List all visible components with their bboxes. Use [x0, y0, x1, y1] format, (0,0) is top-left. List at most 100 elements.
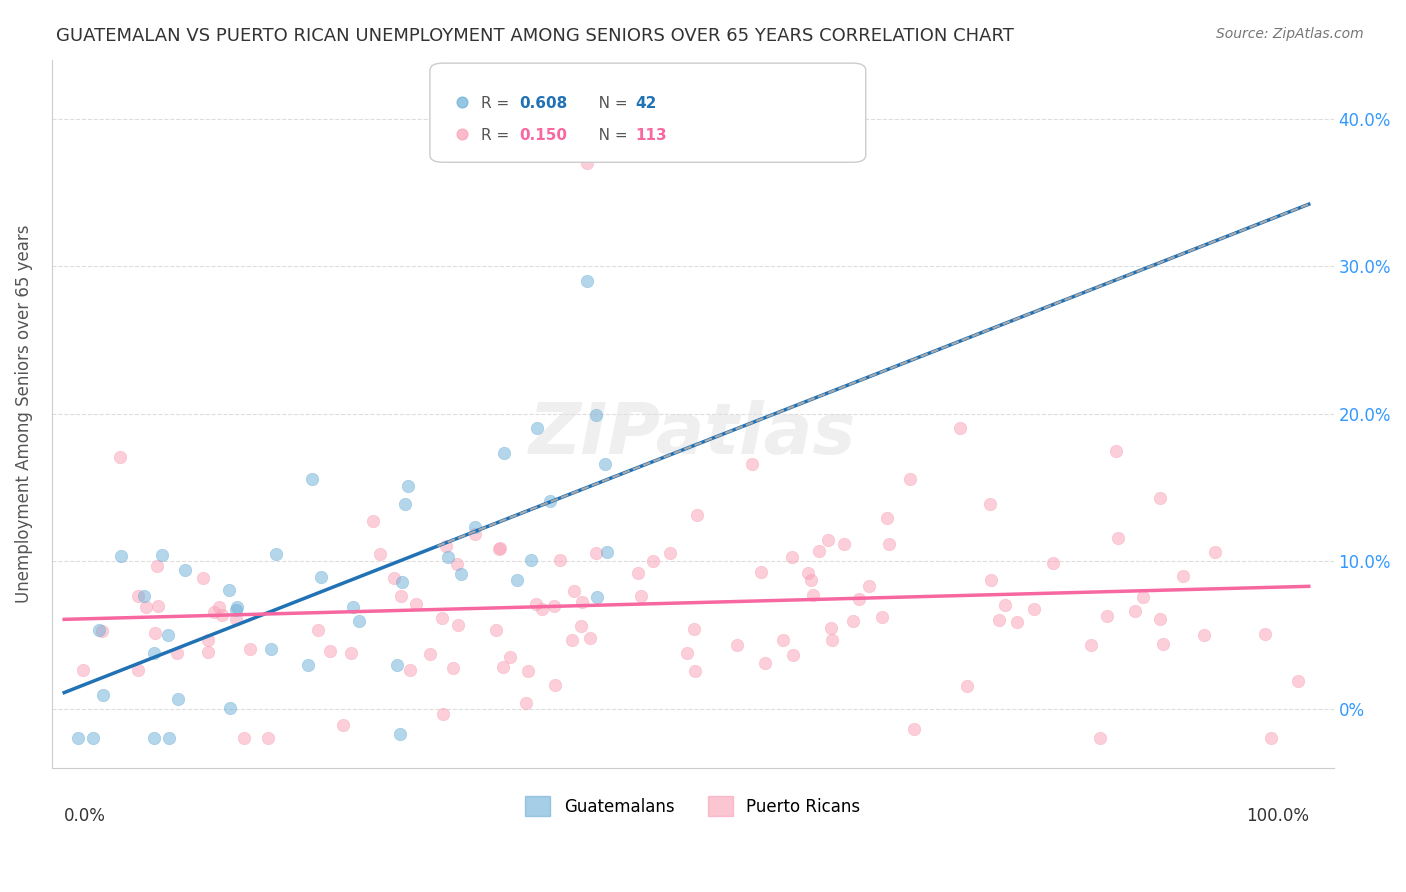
Point: [370, 547, 392, 561]
Point: [202, 605, 225, 619]
Point: [1171, 569, 1194, 583]
Point: [419, 647, 441, 661]
Point: [174, 563, 197, 577]
Text: 113: 113: [636, 128, 666, 143]
Point: [385, 658, 408, 673]
FancyBboxPatch shape: [430, 63, 866, 162]
Point: [264, 547, 287, 561]
Point: [1088, 731, 1111, 746]
Point: [596, 544, 619, 558]
Point: [585, 546, 607, 560]
Point: [627, 566, 650, 580]
Point: [585, 590, 607, 604]
Text: 0.150: 0.150: [520, 128, 568, 143]
Point: [464, 520, 486, 534]
Point: [363, 514, 385, 528]
Point: [979, 497, 1001, 511]
Point: [208, 600, 231, 615]
Point: [82, 731, 104, 746]
Point: [301, 472, 323, 486]
Point: [437, 550, 460, 565]
Text: ZIPatlas: ZIPatlas: [529, 401, 856, 469]
Point: [148, 599, 170, 613]
Point: [550, 553, 572, 567]
Point: [488, 542, 510, 557]
Point: [191, 571, 214, 585]
Point: [800, 574, 823, 588]
Point: [1123, 604, 1146, 618]
Point: [579, 632, 602, 646]
Point: [110, 549, 132, 563]
Point: [72, 663, 94, 677]
Text: 42: 42: [636, 96, 657, 111]
Point: [1095, 608, 1118, 623]
Point: [134, 589, 156, 603]
Point: [1080, 638, 1102, 652]
Point: [1149, 491, 1171, 505]
Point: [842, 615, 865, 629]
Point: [91, 624, 114, 639]
Text: GUATEMALAN VS PUERTO RICAN UNEMPLOYMENT AMONG SENIORS OVER 65 YEARS CORRELATION : GUATEMALAN VS PUERTO RICAN UNEMPLOYMENT …: [56, 27, 1014, 45]
Text: N =: N =: [583, 128, 633, 143]
Point: [675, 646, 697, 660]
Point: [782, 648, 804, 662]
Point: [1107, 531, 1129, 545]
Point: [741, 458, 763, 472]
Point: [1007, 615, 1029, 629]
Point: [499, 649, 522, 664]
Point: [340, 646, 363, 660]
Point: [1204, 545, 1226, 559]
Point: [441, 660, 464, 674]
Point: [796, 566, 818, 580]
Point: [877, 537, 900, 551]
Point: [575, 274, 598, 288]
Point: [135, 599, 157, 614]
Point: [197, 633, 219, 648]
Text: Source: ZipAtlas.com: Source: ZipAtlas.com: [1216, 27, 1364, 41]
Point: [67, 731, 90, 746]
Point: [332, 718, 354, 732]
Point: [225, 600, 247, 615]
Point: [394, 498, 416, 512]
Point: [807, 544, 830, 558]
Point: [349, 614, 371, 628]
Point: [524, 597, 547, 611]
Point: [450, 566, 472, 581]
Text: 0.0%: 0.0%: [65, 806, 105, 824]
Text: R =: R =: [481, 96, 515, 111]
Point: [145, 558, 167, 573]
Point: [142, 731, 165, 746]
Point: [956, 679, 979, 693]
Point: [682, 622, 704, 636]
Point: [571, 619, 593, 633]
Point: [257, 731, 280, 746]
Point: [949, 421, 972, 435]
Point: [232, 731, 254, 746]
Point: [659, 546, 682, 560]
Point: [142, 646, 165, 660]
Point: [1192, 628, 1215, 642]
Point: [526, 421, 548, 435]
Point: [571, 595, 593, 609]
Point: [157, 628, 180, 642]
Y-axis label: Unemployment Among Seniors over 65 years: Unemployment Among Seniors over 65 years: [15, 225, 32, 603]
Point: [516, 664, 538, 678]
Point: [1149, 612, 1171, 626]
Point: [143, 626, 166, 640]
Point: [484, 623, 506, 637]
Point: [211, 608, 233, 623]
Point: [544, 677, 567, 691]
Point: [218, 701, 240, 715]
Point: [585, 408, 607, 422]
Point: [127, 663, 149, 677]
Point: [562, 583, 585, 598]
Point: [446, 558, 468, 572]
Point: [870, 610, 893, 624]
Point: [780, 549, 803, 564]
Point: [543, 599, 565, 614]
Point: [225, 603, 247, 617]
Point: [150, 548, 173, 562]
Point: [434, 540, 457, 554]
Point: [430, 611, 453, 625]
Point: [980, 573, 1002, 587]
